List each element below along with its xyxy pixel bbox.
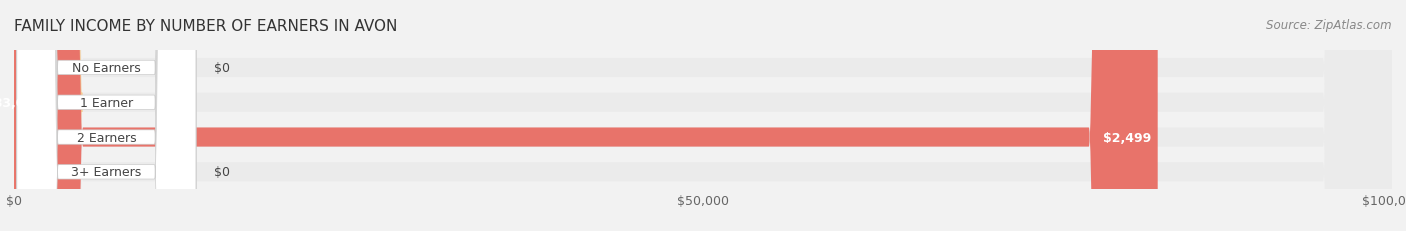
FancyBboxPatch shape	[0, 0, 83, 231]
Text: 1 Earner: 1 Earner	[80, 96, 134, 109]
Text: 2 Earners: 2 Earners	[76, 131, 136, 144]
FancyBboxPatch shape	[17, 0, 195, 231]
FancyBboxPatch shape	[17, 0, 195, 231]
Text: $2,499: $2,499	[1102, 131, 1152, 144]
Text: 3+ Earners: 3+ Earners	[72, 166, 142, 179]
FancyBboxPatch shape	[17, 0, 195, 231]
FancyBboxPatch shape	[14, 0, 1157, 231]
Text: $0: $0	[214, 62, 229, 75]
FancyBboxPatch shape	[14, 0, 1392, 231]
FancyBboxPatch shape	[14, 0, 1392, 231]
Text: No Earners: No Earners	[72, 62, 141, 75]
FancyBboxPatch shape	[14, 0, 1392, 231]
Text: FAMILY INCOME BY NUMBER OF EARNERS IN AVON: FAMILY INCOME BY NUMBER OF EARNERS IN AV…	[14, 18, 398, 33]
Text: $83,000: $83,000	[0, 96, 42, 109]
Text: $0: $0	[214, 166, 229, 179]
FancyBboxPatch shape	[14, 0, 1392, 231]
Text: Source: ZipAtlas.com: Source: ZipAtlas.com	[1267, 18, 1392, 31]
FancyBboxPatch shape	[17, 0, 195, 231]
